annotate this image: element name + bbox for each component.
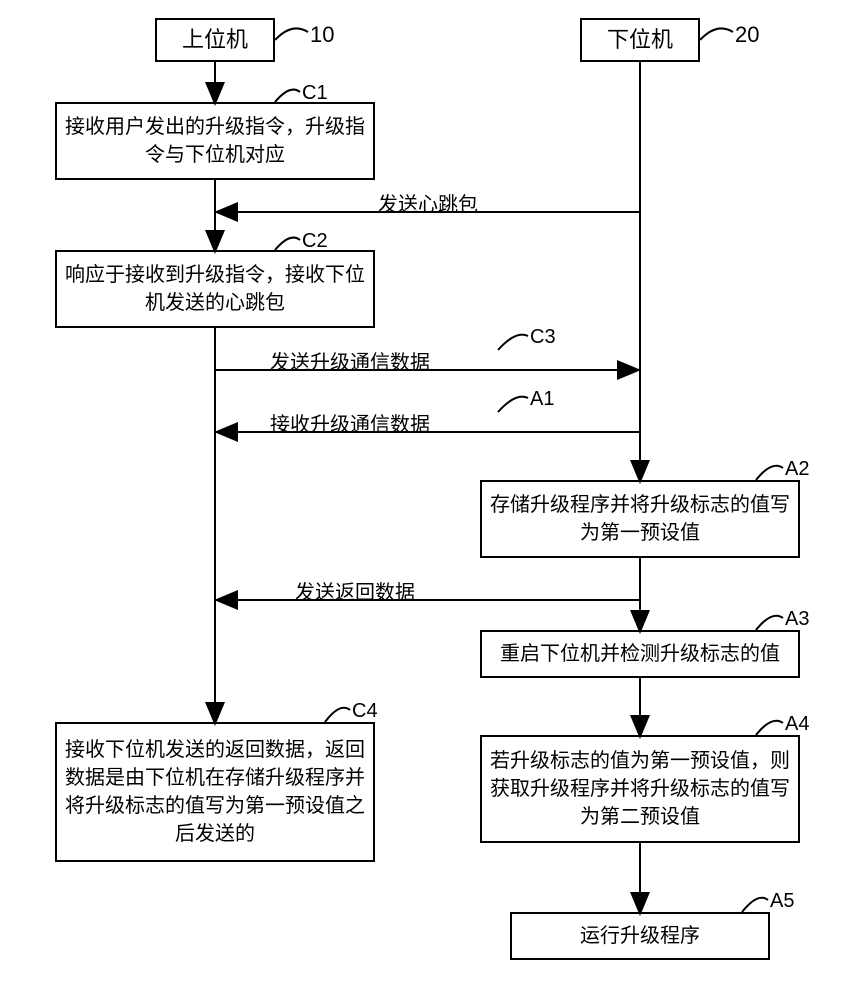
tag-a1: A1 bbox=[530, 388, 554, 411]
box-a3-text: 重启下位机并检测升级标志的值 bbox=[500, 640, 780, 668]
tag-a5: A5 bbox=[770, 890, 794, 913]
tag-c1: C1 bbox=[302, 82, 328, 105]
tag-a4: A4 bbox=[785, 713, 809, 736]
slave-title-box: 下位机 bbox=[580, 18, 700, 62]
tag-a3: A3 bbox=[785, 608, 809, 631]
slave-title-text: 下位机 bbox=[607, 25, 673, 56]
box-a4-text: 若升级标志的值为第一预设值，则获取升级程序并将升级标志的值写为第二预设值 bbox=[486, 747, 794, 831]
box-c1-text: 接收用户发出的升级指令，升级指令与下位机对应 bbox=[61, 113, 369, 169]
box-c4-text: 接收下位机发送的返回数据，返回数据是由下位机在存储升级程序并将升级标志的值写为第… bbox=[61, 736, 369, 848]
slave-tag: 20 bbox=[735, 22, 759, 48]
box-c2: 响应于接收到升级指令，接收下位机发送的心跳包 bbox=[55, 250, 375, 328]
box-a3: 重启下位机并检测升级标志的值 bbox=[480, 630, 800, 678]
msg-send-upg: 发送升级通信数据 bbox=[270, 346, 430, 375]
tag-a2: A2 bbox=[785, 458, 809, 481]
tag-c3: C3 bbox=[530, 326, 556, 349]
host-title-box: 上位机 bbox=[155, 18, 275, 62]
host-title-text: 上位机 bbox=[182, 25, 248, 56]
msg-send-ret: 发送返回数据 bbox=[295, 576, 415, 605]
box-a2-text: 存储升级程序并将升级标志的值写为第一预设值 bbox=[486, 491, 794, 547]
box-a2: 存储升级程序并将升级标志的值写为第一预设值 bbox=[480, 480, 800, 558]
box-a5: 运行升级程序 bbox=[510, 912, 770, 960]
msg-recv-upg: 接收升级通信数据 bbox=[270, 408, 430, 437]
box-c2-text: 响应于接收到升级指令，接收下位机发送的心跳包 bbox=[61, 261, 369, 317]
box-a4: 若升级标志的值为第一预设值，则获取升级程序并将升级标志的值写为第二预设值 bbox=[480, 735, 800, 843]
box-c1: 接收用户发出的升级指令，升级指令与下位机对应 bbox=[55, 102, 375, 180]
tag-c2: C2 bbox=[302, 230, 328, 253]
tag-c4: C4 bbox=[352, 700, 378, 723]
host-tag: 10 bbox=[310, 22, 334, 48]
msg-heartbeat: 发送心跳包 bbox=[378, 188, 478, 217]
box-c4: 接收下位机发送的返回数据，返回数据是由下位机在存储升级程序并将升级标志的值写为第… bbox=[55, 722, 375, 862]
box-a5-text: 运行升级程序 bbox=[580, 922, 700, 950]
